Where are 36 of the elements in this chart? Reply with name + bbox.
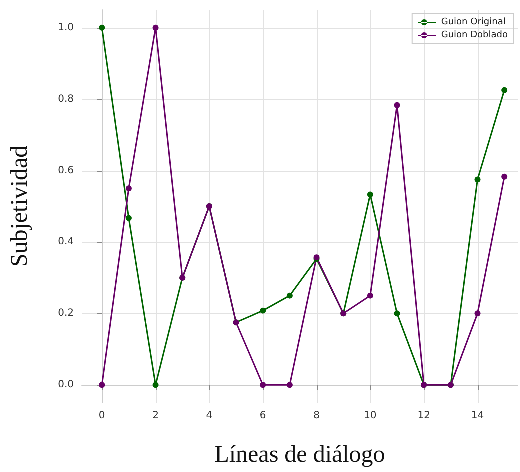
point — [152, 382, 159, 388]
point — [394, 310, 400, 317]
point — [367, 292, 374, 299]
point — [367, 192, 374, 198]
x-tick-label: 6 — [260, 410, 266, 422]
x-tick-label: 10 — [364, 410, 377, 422]
x-tick-label: 4 — [206, 410, 213, 422]
x-tick-label: 14 — [471, 410, 484, 422]
y-tick-label: 0.6 — [58, 165, 74, 176]
x-tick-label: 12 — [418, 410, 430, 422]
point — [126, 215, 132, 222]
point — [126, 186, 132, 192]
y-tick-label: 1.0 — [58, 22, 74, 34]
point — [99, 382, 106, 388]
point — [286, 382, 293, 388]
x-tick-label: 8 — [314, 410, 320, 422]
point — [502, 87, 508, 94]
point — [394, 102, 400, 108]
point — [286, 292, 293, 299]
y-tick-label: 0.8 — [58, 94, 74, 105]
x-tick-label: 2 — [152, 410, 159, 422]
point — [502, 174, 508, 180]
y-tick-label: 0.0 — [58, 380, 74, 391]
point — [474, 310, 481, 317]
point — [474, 176, 481, 183]
y-axis-title: Subjetividad — [7, 146, 33, 268]
y-tick-label: 0.2 — [58, 308, 74, 320]
legend-label: Guion Doblado — [441, 30, 508, 40]
x-tick-label: 0 — [98, 410, 106, 422]
y-tick-label: 0.4 — [58, 236, 74, 248]
point — [99, 24, 106, 31]
point — [152, 24, 159, 31]
point — [260, 382, 266, 388]
x-axis-title: Líneas de diálogo — [214, 442, 386, 468]
legend-label: Guion Original — [441, 18, 506, 28]
point — [260, 308, 266, 314]
